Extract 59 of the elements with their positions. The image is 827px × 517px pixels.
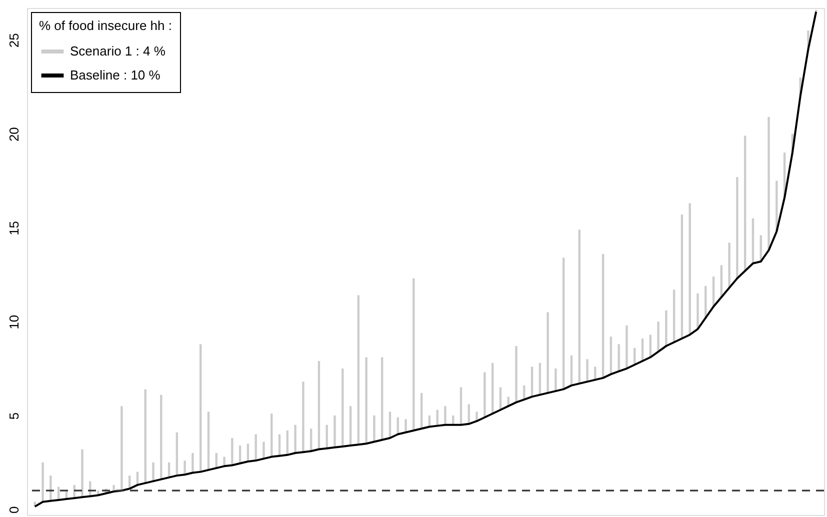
y-tick-label: 25	[6, 33, 22, 48]
bar	[404, 419, 407, 432]
y-tick-label: 10	[6, 314, 22, 330]
bar	[562, 258, 565, 390]
bar	[50, 476, 52, 501]
bar	[120, 406, 123, 491]
bar	[578, 230, 580, 384]
bar	[412, 278, 415, 430]
bar	[776, 180, 778, 232]
bar	[144, 389, 146, 484]
bar	[231, 438, 234, 466]
bar	[373, 415, 376, 442]
bar	[262, 442, 265, 459]
line-series	[34, 10, 818, 508]
bar	[81, 449, 84, 498]
bar	[602, 254, 604, 378]
bar	[515, 346, 518, 402]
bar	[728, 242, 730, 288]
bar	[586, 359, 588, 382]
bar	[160, 394, 162, 480]
bar	[381, 357, 384, 440]
bar	[484, 372, 486, 418]
bar	[657, 322, 660, 352]
bar	[192, 453, 194, 473]
y-tick-label: 15	[6, 220, 22, 236]
bar	[294, 424, 296, 454]
bar	[223, 456, 226, 466]
bar	[618, 344, 620, 372]
y-tick-label: 0	[6, 506, 22, 514]
y-tick-label: 5	[6, 412, 22, 420]
bar	[594, 366, 596, 380]
bar	[334, 415, 336, 448]
bar	[302, 382, 304, 452]
bar	[365, 357, 368, 444]
legend-label: Scenario 1 : 4 %	[70, 44, 166, 58]
legend-label: Baseline : 10 %	[70, 68, 161, 82]
bar	[200, 344, 202, 472]
bar	[444, 406, 446, 425]
bar	[736, 177, 738, 278]
bar	[152, 462, 154, 482]
bar	[342, 368, 344, 446]
bar	[436, 410, 438, 426]
bar	[207, 412, 210, 470]
bar	[665, 310, 668, 346]
bar	[546, 312, 549, 393]
bar	[318, 361, 320, 450]
bar	[768, 116, 770, 250]
bar	[744, 136, 746, 271]
y-tick-label: 20	[6, 127, 22, 142]
bar	[680, 214, 684, 338]
bar	[42, 462, 44, 502]
bar	[254, 434, 257, 461]
bar	[626, 325, 628, 369]
bar	[696, 293, 699, 330]
bar	[554, 368, 557, 392]
legend-title: % of food insecure hh :	[39, 18, 172, 33]
bar	[688, 203, 691, 335]
bar	[184, 460, 186, 475]
bar	[357, 295, 360, 445]
